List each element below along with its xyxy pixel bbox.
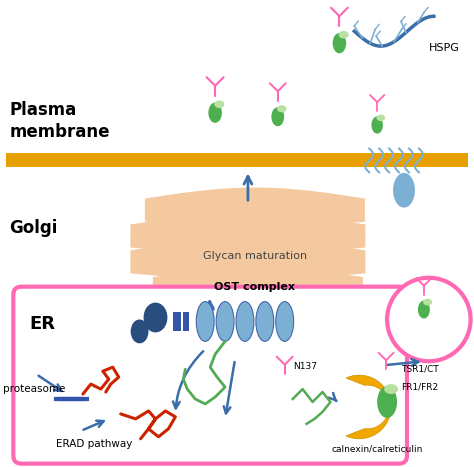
Bar [173, 311, 182, 332]
Ellipse shape [372, 116, 383, 134]
Ellipse shape [333, 33, 346, 53]
Ellipse shape [277, 105, 286, 113]
Polygon shape [131, 214, 365, 254]
Ellipse shape [196, 302, 214, 341]
Text: calnexin/calreticulin: calnexin/calreticulin [331, 444, 423, 453]
Text: OST complex: OST complex [214, 282, 295, 292]
Text: ERAD pathway: ERAD pathway [56, 439, 132, 449]
Ellipse shape [214, 100, 224, 108]
Ellipse shape [376, 115, 385, 121]
Ellipse shape [393, 173, 415, 208]
Ellipse shape [236, 302, 254, 341]
Text: ER: ER [29, 314, 55, 333]
Ellipse shape [377, 386, 397, 418]
Polygon shape [346, 375, 391, 439]
Text: N137: N137 [292, 362, 317, 371]
Text: TSR1/CT: TSR1/CT [401, 365, 439, 374]
Bar [6, 154, 468, 167]
Ellipse shape [384, 384, 398, 394]
Ellipse shape [144, 303, 167, 333]
Text: FR1/FR2: FR1/FR2 [401, 382, 438, 392]
Text: proteasome: proteasome [3, 384, 66, 394]
Text: Plasma
membrane: Plasma membrane [9, 100, 110, 141]
Ellipse shape [216, 302, 234, 341]
Polygon shape [131, 240, 365, 279]
Text: HSPG: HSPG [429, 43, 460, 53]
Text: Glycan maturation: Glycan maturation [203, 251, 307, 261]
Ellipse shape [272, 107, 284, 126]
Ellipse shape [423, 299, 432, 305]
Ellipse shape [276, 302, 294, 341]
Polygon shape [146, 188, 364, 227]
Ellipse shape [418, 301, 430, 318]
Circle shape [387, 278, 471, 361]
Text: Golgi: Golgi [9, 219, 58, 237]
Ellipse shape [131, 319, 148, 343]
FancyBboxPatch shape [13, 287, 407, 464]
Polygon shape [154, 268, 362, 304]
Ellipse shape [209, 103, 222, 123]
Ellipse shape [256, 302, 274, 341]
Bar [183, 311, 189, 332]
Ellipse shape [338, 31, 349, 38]
